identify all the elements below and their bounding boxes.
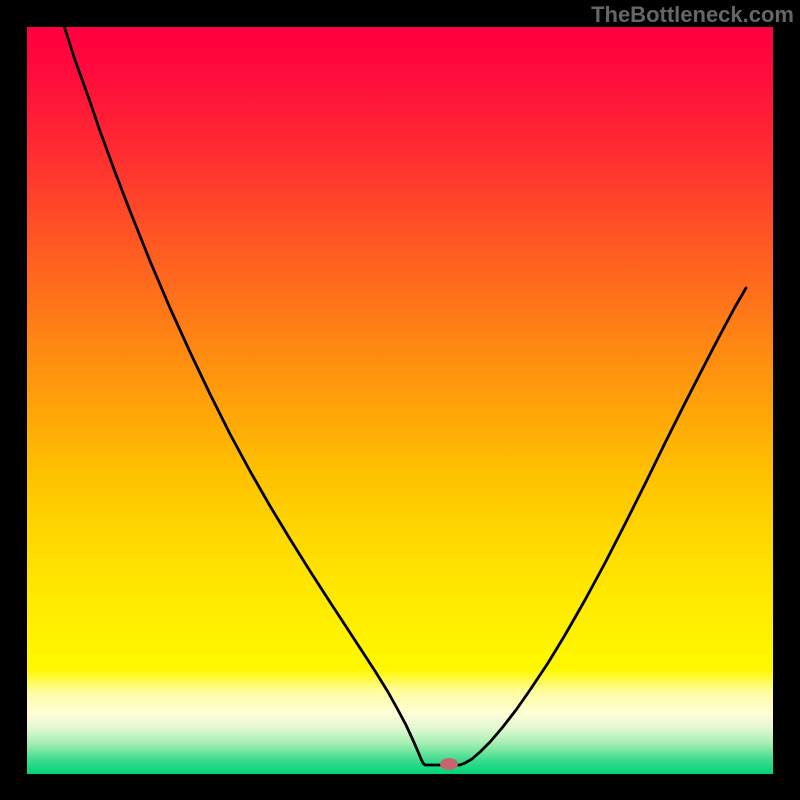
plot-area	[27, 27, 773, 774]
bottleneck-chart: TheBottleneck.com	[0, 0, 800, 800]
gradient-background	[27, 27, 773, 774]
watermark-label: TheBottleneck.com	[591, 2, 794, 28]
minimum-marker	[440, 758, 458, 770]
